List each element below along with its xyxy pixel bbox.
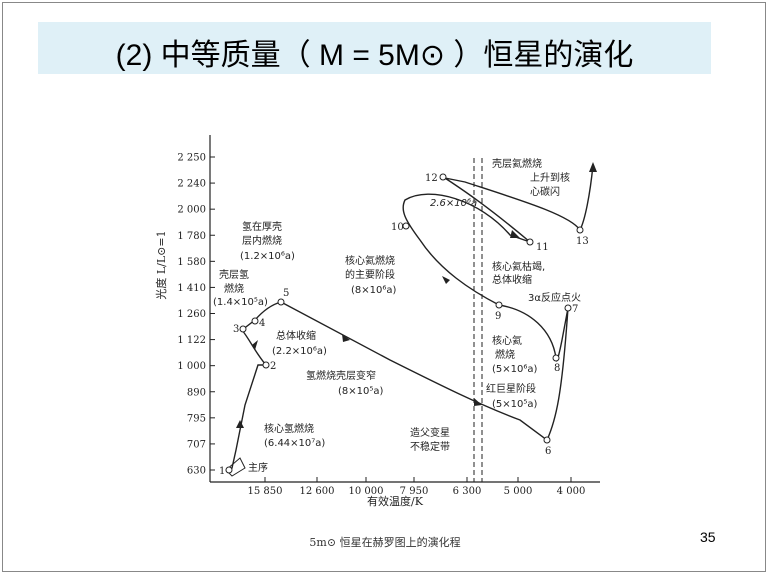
track-point-label-2: 2 bbox=[270, 361, 276, 372]
annot-triple-alpha: 3α反应点火 bbox=[528, 291, 581, 304]
arrow-contraction bbox=[252, 340, 258, 350]
y-tick-label: 890 bbox=[187, 387, 206, 398]
track-point-9 bbox=[495, 301, 503, 309]
annot-core-he-a: 核心氦 bbox=[492, 334, 522, 347]
page-number: 35 bbox=[700, 529, 716, 545]
x-tick-label: 5 000 bbox=[504, 486, 533, 497]
arrow-core-h bbox=[236, 420, 244, 428]
annot-core-h-burning-time: (6.44×10⁷a) bbox=[264, 438, 325, 449]
slide-title: (2) 中等质量（ M = 5M⊙ ）恒星的演化 bbox=[115, 39, 634, 72]
annot-loop-time: 2.6×10⁶a bbox=[430, 198, 477, 209]
annot-rise-a: 上升到核 bbox=[530, 171, 570, 184]
y-tick-label: 2 240 bbox=[177, 179, 206, 190]
track-point-6 bbox=[543, 436, 551, 444]
annot-cepheid-a: 造父变星 bbox=[410, 426, 450, 439]
annot-red-giant: 红巨星阶段 bbox=[486, 382, 536, 395]
y-tick-label: 630 bbox=[187, 466, 206, 477]
track-point-12 bbox=[439, 173, 447, 181]
arrow-blue-loop bbox=[442, 276, 450, 284]
annot-red-giant-time: (5×10⁵a) bbox=[492, 399, 538, 410]
annot-core-he-main-a: 核心氦燃烧 bbox=[345, 254, 395, 267]
annot-thick-shell-time: (1.2×10⁶a) bbox=[240, 251, 295, 262]
track-point-3 bbox=[239, 325, 247, 333]
track-point-label-8: 8 bbox=[554, 363, 560, 374]
annot-shell-he-top: 壳层氦燃烧 bbox=[492, 157, 542, 170]
arrow-top bbox=[589, 162, 597, 172]
track-point-7 bbox=[564, 304, 572, 312]
track-point-label-7: 7 bbox=[572, 304, 578, 315]
y-tick-label: 1 000 bbox=[177, 361, 206, 372]
track-point-label-5: 5 bbox=[283, 288, 289, 299]
track-point-1 bbox=[225, 466, 233, 474]
x-tick-label: 12 600 bbox=[300, 486, 335, 497]
track-point-label-9: 9 bbox=[495, 311, 501, 322]
track-point-13 bbox=[576, 226, 584, 234]
arrow-loop bbox=[510, 230, 520, 238]
annot-cepheid-b: 不稳定带 bbox=[410, 440, 450, 453]
annot-thick-shell-a: 氢在厚壳 bbox=[242, 220, 282, 233]
y-tick-label: 2 250 bbox=[177, 153, 206, 164]
track-point-5 bbox=[277, 298, 285, 306]
title-bar: (2) 中等质量（ M = 5M⊙ ）恒星的演化 bbox=[38, 22, 711, 74]
y-axis-title: 光度 L/L⊙=1 bbox=[154, 230, 168, 299]
track-point-label-13: 13 bbox=[576, 236, 589, 247]
annot-narrowing: 氢燃烧壳层变窄 bbox=[306, 369, 376, 382]
main-sequence-box bbox=[225, 457, 246, 477]
arrow-giant bbox=[474, 398, 482, 406]
annot-rise-b: 心碳闪 bbox=[530, 185, 560, 198]
y-tick-label: 1 410 bbox=[177, 283, 206, 294]
track-point-4 bbox=[251, 317, 259, 325]
annot-main-sequence: 主序 bbox=[248, 461, 268, 474]
track-point-11 bbox=[526, 238, 534, 246]
annot-contraction-time: (2.2×10⁶a) bbox=[272, 346, 327, 357]
annot-exhausted-b: 总体收缩 bbox=[492, 273, 532, 286]
x-tick-label: 7 950 bbox=[400, 486, 429, 497]
track-point-label-4: 4 bbox=[259, 318, 265, 329]
x-tick-label: 10 000 bbox=[349, 486, 384, 497]
track-point-label-12: 12 bbox=[425, 173, 438, 184]
y-tick-label: 1 260 bbox=[177, 309, 206, 320]
track-point-10 bbox=[402, 222, 410, 230]
track-point-label-1: 1 bbox=[219, 466, 225, 477]
annot-shell-h-a: 壳层氢 bbox=[219, 268, 249, 281]
track-point-label-10: 10 bbox=[391, 222, 404, 233]
annot-core-he-main-time: (8×10⁶a) bbox=[351, 285, 397, 296]
track-point-label-6: 6 bbox=[545, 446, 551, 457]
annot-core-h-burning: 核心氢燃烧 bbox=[264, 422, 314, 435]
annot-shell-h-b: 燃烧 bbox=[224, 282, 244, 295]
x-axis-title: 有效温度/K bbox=[367, 494, 424, 508]
track-point-2 bbox=[262, 361, 270, 369]
y-tick-label: 2 000 bbox=[177, 205, 206, 216]
annot-core-he-b: 燃烧 bbox=[495, 348, 515, 361]
annot-exhausted-a: 核心氦枯竭, bbox=[492, 260, 545, 273]
x-tick-label: 15 850 bbox=[248, 486, 283, 497]
y-tick-label: 707 bbox=[187, 439, 206, 450]
annot-narrowing-time: (8×10⁵a) bbox=[338, 386, 384, 397]
track-point-8 bbox=[552, 354, 560, 362]
annot-shell-h-time: (1.4×10⁵a) bbox=[213, 297, 268, 308]
figure-caption: 5m⊙ 恒星在赫罗图上的演化程 bbox=[309, 536, 461, 549]
y-tick-label: 1 122 bbox=[177, 335, 206, 346]
annot-core-he-time: (5×10⁶a) bbox=[492, 364, 538, 375]
track-point-label-11: 11 bbox=[536, 242, 549, 253]
arrow-narrowing bbox=[342, 334, 350, 342]
x-tick-label: 6 300 bbox=[453, 486, 482, 497]
y-tick-label: 1 780 bbox=[177, 231, 206, 242]
y-tick-label: 1 580 bbox=[177, 257, 206, 268]
y-tick-label: 795 bbox=[187, 413, 206, 424]
track-point-label-3: 3 bbox=[233, 324, 239, 335]
annot-core-he-main-b: 的主要阶段 bbox=[345, 268, 395, 281]
annot-contraction: 总体收缩 bbox=[276, 329, 316, 342]
annot-thick-shell-b: 层内燃烧 bbox=[242, 234, 282, 247]
x-tick-label: 4 000 bbox=[557, 486, 586, 497]
